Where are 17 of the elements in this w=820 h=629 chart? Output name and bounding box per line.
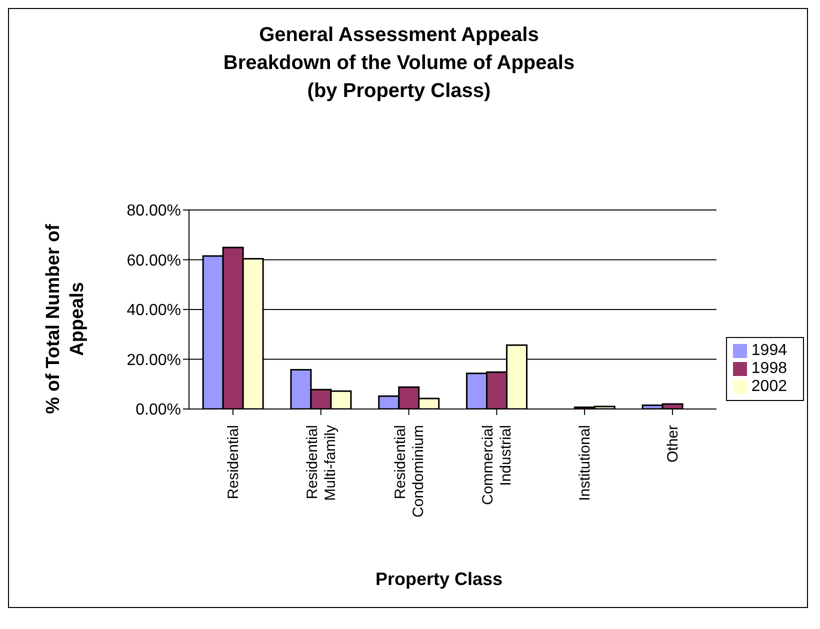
x-tick-label: Commercial Industrial: [480, 425, 515, 506]
x-tick-label: Residential Condominium: [392, 425, 427, 518]
x-tick-label: Residential: [224, 425, 242, 500]
chart-title: General Assessment Appeals Breakdown of the Volume of Appeals (by Property Class): [222, 23, 576, 104]
y-tick-label: 0.00%: [136, 402, 181, 419]
legend-label: 1994: [751, 342, 787, 359]
x-axis-title: Property Class: [374, 569, 504, 590]
y-tick-label: 40.00%: [126, 302, 181, 320]
legend-label: 1998: [751, 360, 787, 377]
x-tick-label: Institutional: [576, 425, 594, 501]
x-tick-label: Residential Multi-family: [304, 424, 339, 501]
y-tick-label: 80.00%: [126, 202, 181, 220]
y-axis-title: % of Total Number of Appeals: [43, 224, 88, 414]
y-tick-label: 60.00%: [126, 252, 181, 270]
y-tick-label: 20.00%: [126, 352, 181, 369]
x-tick-label: Other: [664, 424, 682, 463]
legend-label: 2002: [751, 378, 787, 395]
